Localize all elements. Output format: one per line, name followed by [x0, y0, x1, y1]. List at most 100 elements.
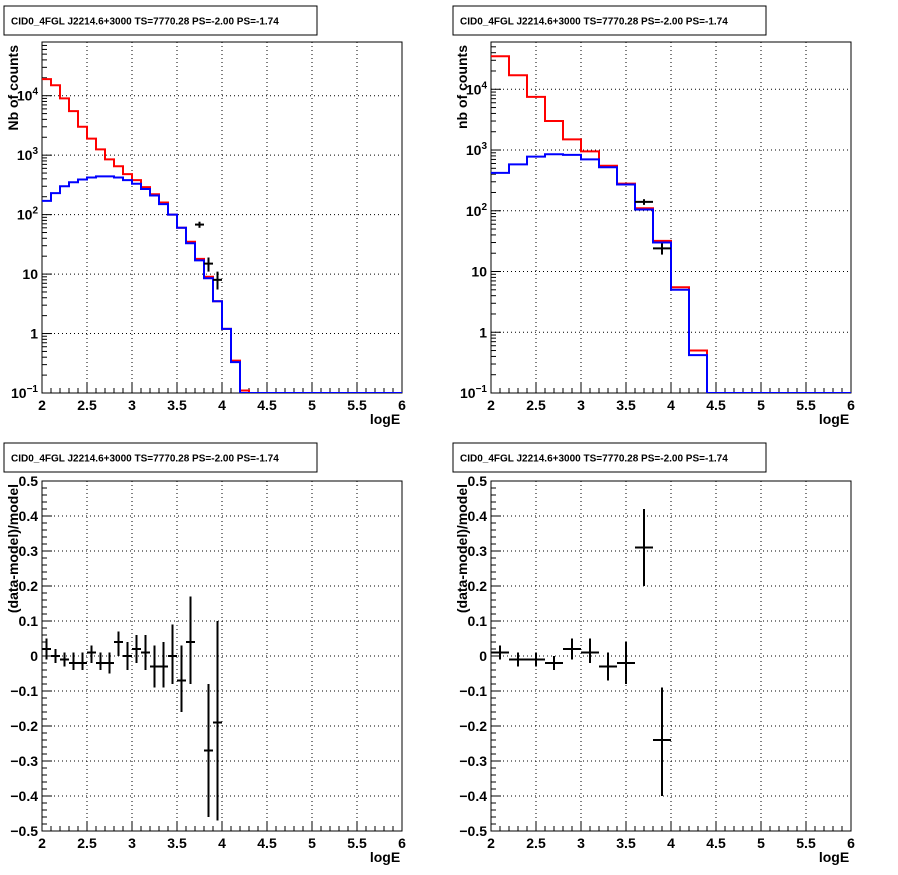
y-axis-label: Nb of counts — [5, 45, 21, 131]
x-tick-label: 2 — [38, 397, 46, 413]
x-tick-label: 5.5 — [796, 397, 816, 413]
x-tick-label: 2.5 — [77, 835, 97, 851]
y-tick-exponent: 4 — [481, 80, 487, 91]
data-point — [635, 199, 653, 205]
y-tick-label: 103 — [466, 141, 488, 158]
y-axis-label: (data-model)/model — [5, 484, 21, 613]
y-tick-label: −0.4 — [10, 788, 38, 804]
y-tick-label: 0.2 — [468, 578, 488, 594]
y-tick-exponent: 3 — [32, 146, 38, 157]
y-tick-base: 10 — [17, 88, 33, 104]
y-axis-label: (data-model)/model — [454, 484, 470, 613]
y-tick-label: −0.4 — [459, 788, 487, 804]
x-tick-label: 3 — [128, 397, 136, 413]
y-tick-label: −0.3 — [459, 753, 487, 769]
chart-panel-3: CID0_4FGL J2214.6+3000 TS=7770.28 PS=-2.… — [3, 442, 406, 865]
x-tick-label: 6 — [398, 835, 406, 851]
y-tick-label: 0.4 — [19, 508, 39, 524]
x-tick-label: 5.5 — [796, 835, 816, 851]
title-box — [452, 442, 767, 473]
grid — [42, 42, 402, 393]
y-tick-base: 10 — [17, 147, 33, 163]
data-point — [653, 687, 671, 796]
y-tick-base: 10 — [460, 385, 476, 401]
x-tick-label: 5.5 — [347, 835, 367, 851]
grid — [491, 481, 851, 831]
data-point — [635, 509, 653, 586]
data-point — [581, 638, 599, 663]
x-tick-label: 5 — [757, 835, 765, 851]
x-tick-label: 3.5 — [616, 397, 636, 413]
y-tick-label: 10 — [22, 266, 38, 282]
y-axis-label: nb of counts — [454, 45, 470, 129]
y-tick-label: 0.5 — [468, 473, 488, 489]
x-tick-label: 3.5 — [167, 835, 187, 851]
x-tick-label: 6 — [847, 397, 855, 413]
y-tick-label: 10−1 — [11, 384, 38, 401]
x-tick-label: 3 — [577, 835, 585, 851]
data-point — [617, 642, 635, 684]
y-tick-exponent: 4 — [32, 87, 38, 98]
y-tick-exponent: −1 — [476, 384, 488, 395]
y-tick-label: 0 — [479, 648, 487, 664]
x-tick-label: 3.5 — [167, 397, 187, 413]
x-tick-label: 4 — [667, 397, 675, 413]
x-tick-label: 5 — [757, 397, 765, 413]
y-tick-label: 10 — [471, 264, 487, 280]
data-point — [204, 684, 213, 817]
x-tick-label: 4 — [667, 835, 675, 851]
y-tick-label: 0.1 — [19, 613, 39, 629]
data-point — [60, 652, 69, 667]
x-tick-label: 4.5 — [257, 397, 277, 413]
x-tick-label: 4 — [218, 397, 226, 413]
y-tick-exponent: 3 — [481, 141, 487, 152]
data-point — [204, 257, 213, 272]
x-tick-label: 2.5 — [526, 397, 546, 413]
data-point — [150, 645, 159, 688]
x-tick-label: 3 — [577, 397, 585, 413]
y-tick-label: 103 — [17, 146, 39, 163]
y-tick-label: −0.2 — [10, 718, 38, 734]
y-tick-label: −0.3 — [10, 753, 38, 769]
y-tick-label: 102 — [17, 206, 39, 223]
data-point — [69, 652, 78, 670]
chart-title: CID0_4FGL J2214.6+3000 TS=7770.28 PS=-2.… — [460, 454, 728, 465]
y-tick-label: 102 — [466, 202, 488, 219]
y-tick-base: 10 — [11, 385, 27, 401]
data-point — [123, 642, 132, 670]
data-point — [527, 652, 545, 667]
data-point — [195, 221, 204, 228]
y-tick-label: 104 — [466, 80, 488, 97]
y-tick-exponent: 2 — [32, 206, 38, 217]
chart-title: CID0_4FGL J2214.6+3000 TS=7770.28 PS=-2.… — [11, 454, 279, 465]
chart-panel-1: CID0_4FGL J2214.6+3000 TS=7770.28 PS=-2.… — [3, 5, 406, 427]
y-tick-label: 0 — [30, 648, 38, 664]
data-point — [141, 635, 150, 670]
x-tick-label: 4.5 — [706, 397, 726, 413]
data-point — [42, 638, 51, 660]
data-point — [491, 645, 509, 660]
y-tick-label: 0.4 — [468, 508, 488, 524]
data-point — [132, 635, 141, 663]
y-tick-label: −0.5 — [10, 823, 38, 839]
y-tick-label: 1 — [30, 326, 38, 342]
chart-title: CID0_4FGL J2214.6+3000 TS=7770.28 PS=-2.… — [460, 17, 728, 28]
data-point — [78, 652, 87, 670]
y-tick-label: −0.1 — [10, 683, 38, 699]
y-tick-exponent: 2 — [481, 202, 487, 213]
x-axis-label: logE — [370, 849, 400, 865]
y-tick-label: 0.1 — [468, 613, 488, 629]
y-tick-label: 0.5 — [19, 473, 39, 489]
title-box — [452, 5, 767, 36]
grid — [491, 42, 851, 393]
y-tick-label: 0.3 — [19, 543, 39, 559]
y-tick-label: 10−1 — [460, 384, 487, 401]
series-blue-histogram — [42, 175, 402, 393]
data-point — [177, 645, 186, 712]
x-tick-label: 5 — [308, 835, 316, 851]
data-point — [545, 656, 563, 670]
title-box — [3, 442, 318, 473]
data-point — [213, 621, 222, 821]
x-tick-label: 6 — [398, 397, 406, 413]
